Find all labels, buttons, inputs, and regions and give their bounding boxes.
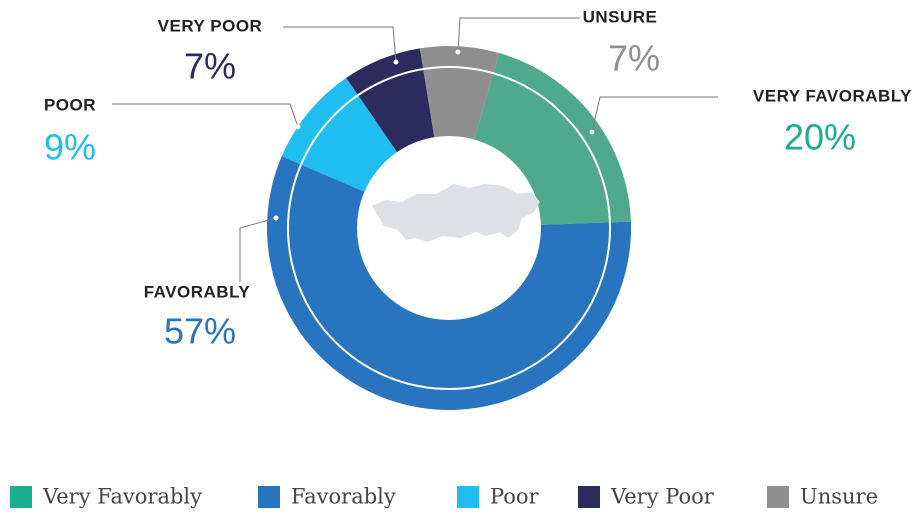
leader-dot — [273, 215, 279, 221]
legend-swatch — [457, 486, 479, 508]
leader-dot — [455, 49, 461, 55]
legend-label: Favorably — [291, 485, 396, 509]
callout-label: VERY POOR — [158, 16, 263, 35]
inner-ring — [287, 66, 611, 390]
callout-value: 7% — [608, 38, 660, 79]
legend-swatch — [10, 486, 32, 508]
callout-value: 9% — [44, 127, 96, 168]
legend-swatch — [258, 486, 280, 508]
leader-dot — [295, 124, 301, 130]
callout-label: UNSURE — [583, 7, 658, 26]
leader-line — [457, 17, 580, 53]
legend-label: Very Poor — [610, 485, 715, 509]
leader-line — [591, 96, 718, 133]
callout-label: FAVORABLY — [144, 282, 251, 301]
legend-swatch — [578, 486, 600, 508]
callout-value: 20% — [784, 117, 856, 158]
leader-dot — [393, 59, 399, 65]
leader-line — [239, 217, 277, 282]
leader-line — [283, 26, 397, 63]
callout-label: VERY FAVORABLY — [753, 86, 912, 105]
legend-swatch — [767, 486, 789, 508]
callout-value: 57% — [164, 311, 236, 352]
leader-line — [112, 103, 299, 128]
legend-label: Very Favorably — [42, 485, 202, 509]
legend-label: Unsure — [800, 485, 878, 509]
callout-value: 7% — [184, 46, 236, 87]
leader-dot — [589, 129, 595, 135]
callout-label: POOR — [44, 95, 96, 114]
map-icon — [372, 184, 540, 242]
legend-label: Poor — [490, 485, 540, 509]
